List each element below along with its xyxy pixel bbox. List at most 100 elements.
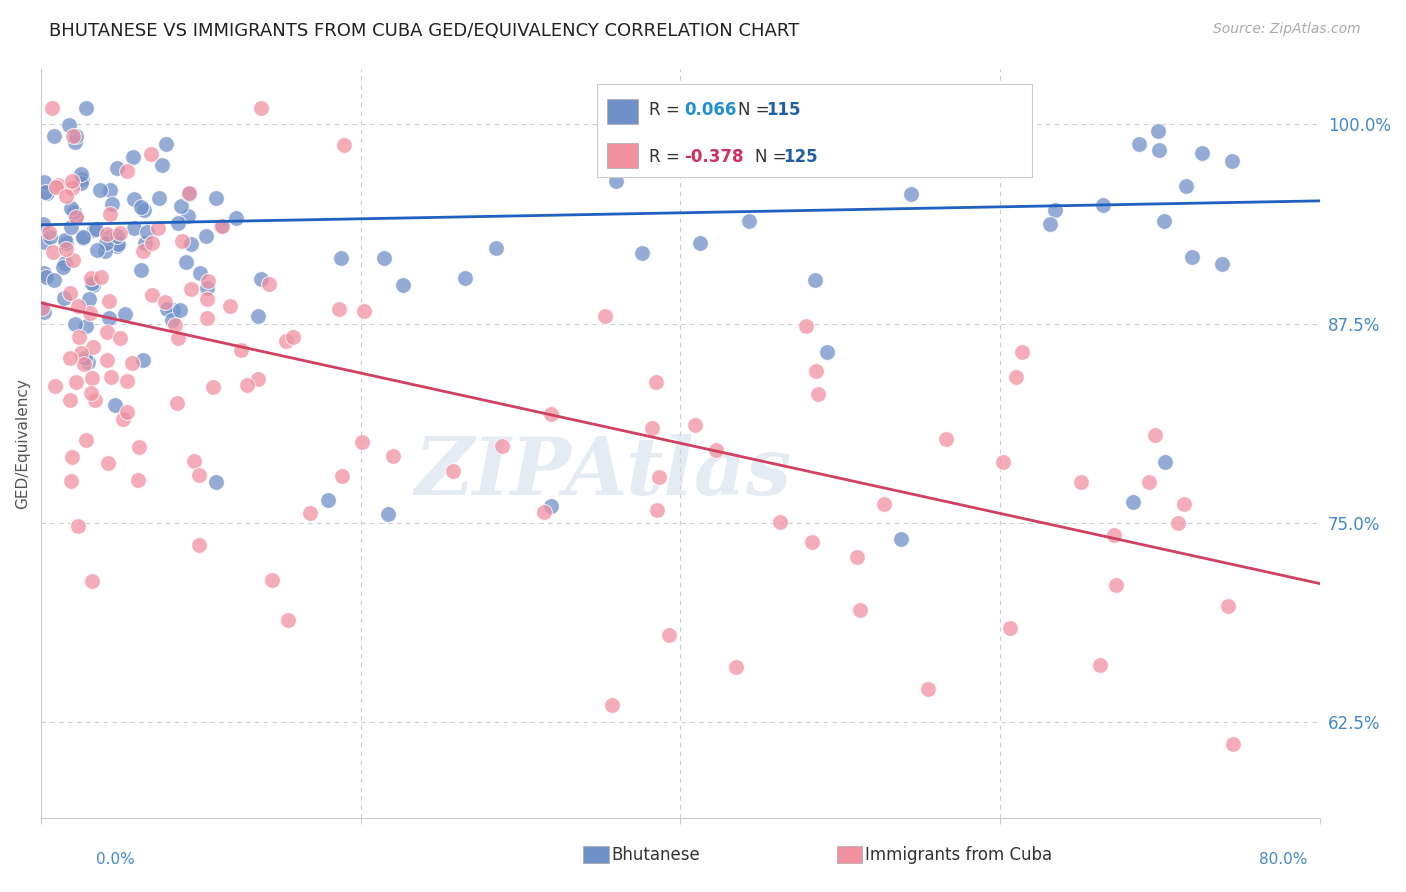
- Point: [218, 299, 240, 313]
- Point: [62, 253, 84, 268]
- Point: [274, 334, 297, 348]
- Point: [89, 183, 111, 197]
- Text: Immigrants from Cuba: Immigrants from Cuba: [865, 846, 1052, 863]
- Point: [201, 380, 224, 394]
- Text: 0.0%: 0.0%: [96, 852, 135, 867]
- Point: [45, 180, 67, 194]
- Point: [72, 230, 94, 244]
- Point: [174, 255, 197, 269]
- Point: [59, 220, 82, 235]
- Point: [114, 307, 136, 321]
- Point: [183, 454, 205, 468]
- Point: [148, 191, 170, 205]
- Point: [32, 304, 55, 318]
- Point: [993, 455, 1015, 469]
- Point: [63, 317, 86, 331]
- Point: [100, 369, 122, 384]
- Point: [170, 199, 193, 213]
- Point: [163, 318, 186, 332]
- Point: [658, 628, 681, 642]
- Point: [132, 352, 155, 367]
- Text: ZIPAtlas: ZIPAtlas: [415, 434, 793, 512]
- Point: [101, 197, 124, 211]
- Text: 125: 125: [783, 147, 817, 166]
- Point: [129, 263, 152, 277]
- Point: [38, 225, 60, 239]
- Point: [60, 174, 83, 188]
- Point: [1092, 198, 1115, 212]
- Point: [641, 420, 664, 434]
- Point: [60, 450, 83, 464]
- Point: [704, 443, 727, 458]
- Point: [98, 183, 121, 197]
- Text: R =: R =: [650, 147, 681, 166]
- Point: [229, 343, 252, 358]
- Point: [166, 331, 188, 345]
- Text: 0.066: 0.066: [685, 101, 737, 119]
- Point: [381, 449, 404, 463]
- Text: Source: ZipAtlas.com: Source: ZipAtlas.com: [1213, 22, 1361, 37]
- Point: [34, 186, 56, 200]
- Point: [769, 515, 792, 529]
- Point: [97, 311, 120, 326]
- Point: [80, 371, 103, 385]
- Point: [65, 210, 87, 224]
- Point: [75, 351, 97, 365]
- Point: [59, 285, 82, 300]
- Point: [794, 319, 817, 334]
- Point: [330, 252, 353, 266]
- Point: [77, 292, 100, 306]
- Point: [59, 393, 82, 408]
- Point: [209, 219, 232, 233]
- Point: [737, 214, 759, 228]
- Point: [1088, 657, 1111, 672]
- Point: [79, 306, 101, 320]
- Point: [82, 341, 104, 355]
- Point: [115, 375, 138, 389]
- Point: [139, 147, 162, 161]
- Point: [132, 202, 155, 217]
- Point: [53, 255, 76, 269]
- Point: [373, 251, 395, 265]
- Point: [205, 191, 228, 205]
- Point: [177, 187, 200, 202]
- Point: [96, 227, 118, 241]
- Point: [1147, 123, 1170, 137]
- Point: [162, 303, 184, 318]
- Point: [540, 499, 562, 513]
- Point: [533, 505, 555, 519]
- Point: [141, 287, 163, 301]
- Point: [96, 353, 118, 368]
- Point: [127, 473, 149, 487]
- Point: [540, 407, 562, 421]
- Point: [55, 235, 77, 250]
- Point: [169, 302, 191, 317]
- Point: [55, 189, 77, 203]
- Point: [1137, 475, 1160, 489]
- Point: [156, 302, 179, 317]
- Point: [1039, 217, 1062, 231]
- Point: [849, 602, 872, 616]
- Point: [98, 230, 121, 244]
- Point: [441, 464, 464, 478]
- Point: [890, 532, 912, 546]
- Point: [105, 161, 128, 175]
- Point: [225, 211, 247, 225]
- Point: [35, 270, 58, 285]
- Point: [600, 698, 623, 712]
- Point: [136, 225, 159, 239]
- Point: [75, 434, 97, 448]
- Point: [491, 439, 513, 453]
- Point: [80, 271, 103, 285]
- Point: [53, 233, 76, 247]
- Point: [67, 330, 90, 344]
- Point: [180, 236, 202, 251]
- Point: [82, 277, 104, 292]
- Point: [190, 266, 212, 280]
- Y-axis label: GED/Equivalency: GED/Equivalency: [15, 378, 30, 508]
- Point: [815, 345, 838, 359]
- Point: [188, 468, 211, 483]
- Point: [328, 302, 350, 317]
- Point: [1105, 577, 1128, 591]
- Point: [806, 363, 828, 377]
